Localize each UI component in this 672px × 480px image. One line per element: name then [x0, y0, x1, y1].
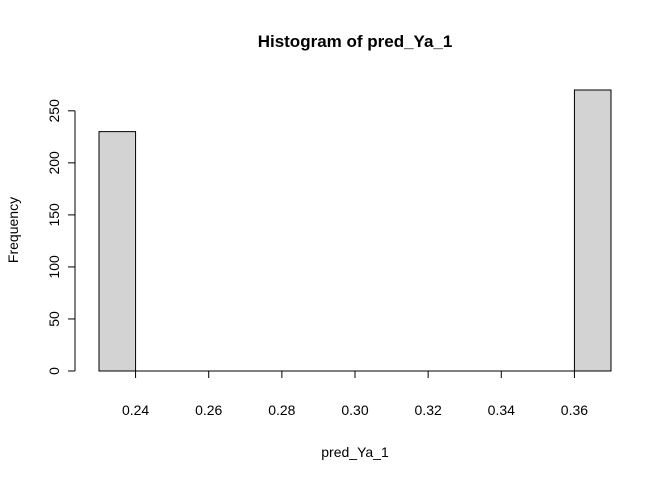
histogram-bar-13 [573, 89, 612, 372]
x-axis: 0.24 0.26 0.28 0.30 0.32 0.34 0.36 [122, 370, 588, 418]
y-tick-label: 150 [46, 203, 62, 227]
y-tick-label: 200 [46, 151, 62, 175]
x-tick-label: 0.32 [415, 402, 442, 418]
x-tick-label: 0.26 [195, 402, 222, 418]
y-tick-label: 100 [46, 255, 62, 279]
x-tick-label: 0.30 [341, 402, 368, 418]
bars-group [98, 89, 612, 372]
x-tick-label: 0.36 [561, 402, 588, 418]
y-axis-label: Frequency [5, 197, 21, 263]
y-tick-label: 250 [46, 99, 62, 123]
chart-title: Histogram of pred_Ya_1 [258, 32, 453, 51]
y-tick-label: 50 [46, 311, 62, 327]
histogram-bar-0 [98, 131, 137, 372]
x-axis-label: pred_Ya_1 [321, 444, 389, 460]
x-tick-label: 0.34 [488, 402, 515, 418]
x-tick-label: 0.24 [122, 402, 149, 418]
y-tick-label: 0 [46, 367, 62, 375]
y-axis: 0 50 100 150 200 250 [46, 99, 76, 375]
x-tick-label: 0.28 [268, 402, 295, 418]
